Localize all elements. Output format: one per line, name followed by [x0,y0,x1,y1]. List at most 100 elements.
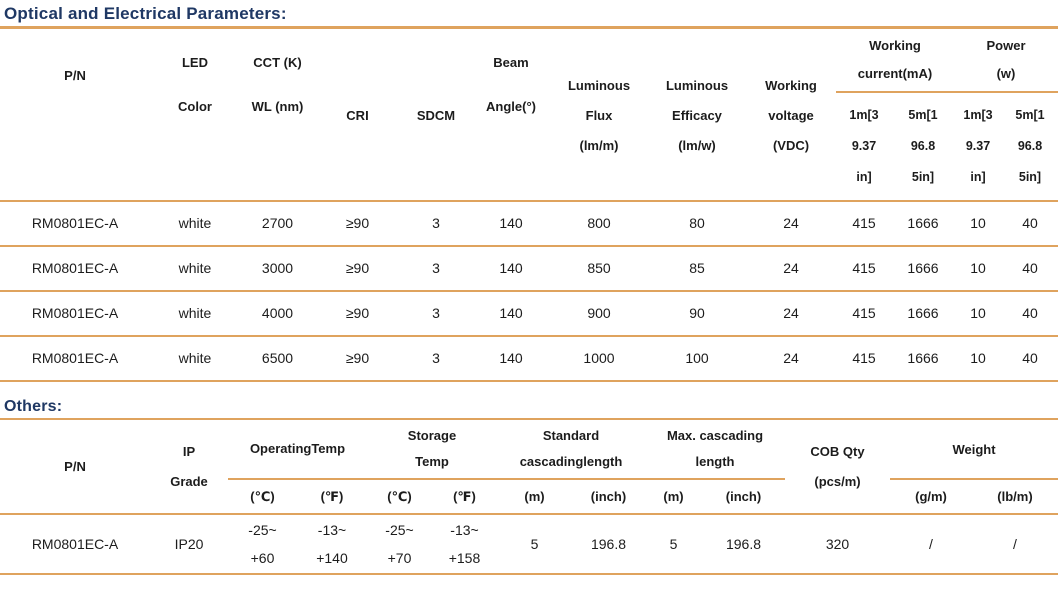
cell-power-1m: 10 [970,350,986,366]
divider-rule [0,418,1058,420]
header-pn: P/N [64,68,86,83]
cell-working-voltage: 24 [783,305,799,321]
cell-current-5m: 1666 [907,260,939,276]
cell-pn: RM0801EC-A [31,350,119,366]
header-current-5m: 5m[1 96.8 5in] [908,108,938,184]
header-operating-f: (℉) [320,488,344,504]
header-working-current: Working current(mA) [836,29,954,93]
header-max-cascading-length: Max. cascading length [666,428,764,469]
cell-luminous-flux: 850 [587,260,611,276]
header-cri: CRI [346,108,369,123]
cell-cct: 6500 [261,350,294,366]
header-group-power: Power (w) 1m[3 9.37 in] 5m[1 96.8 5in] [954,29,1058,200]
header-current-1m: 1m[3 9.37 in] [849,108,879,184]
cell-pn: RM0801EC-A [31,536,119,552]
cell-working-voltage: 24 [783,215,799,231]
cell-luminous-efficacy: 90 [689,305,705,321]
header-group-weight: Weight (g/m) (lb/m) [890,420,1058,513]
header-power-1m: 1m[3 9.37 in] [963,108,993,184]
cell-led-color: white [178,350,212,366]
header-standard-inch: (inch) [590,489,627,504]
cell-beam-angle: 140 [499,305,523,321]
cell-pn: RM0801EC-A [31,260,119,276]
cell-power-1m: 10 [970,215,986,231]
cell-power-5m: 40 [1022,260,1038,276]
cell-cct: 3000 [261,260,294,276]
header-luminous-flux: Luminous Flux (lm/m) [567,78,631,153]
cell-sdcm: 3 [432,305,440,321]
cell-luminous-efficacy: 80 [689,215,705,231]
cell-operating-c: -25~ +60 [248,522,277,566]
cell-beam-angle: 140 [499,350,523,366]
header-weight: Weight [890,420,1058,480]
cell-power-1m: 10 [970,305,986,321]
cell-power-5m: 40 [1022,305,1038,321]
cell-current-1m: 415 [852,350,876,366]
cell-cri: ≥90 [345,305,370,321]
cell-pn: RM0801EC-A [31,305,119,321]
table-row: RM0801EC-A white 4000 ≥90 3 140 900 90 2… [0,292,1058,337]
header-beam-angle: Beam Angle(°) [486,55,536,114]
cell-led-color: white [178,215,212,231]
cell-beam-angle: 140 [499,260,523,276]
cell-sdcm: 3 [432,260,440,276]
header-pn: P/N [64,458,86,474]
cell-luminous-flux: 900 [587,305,611,321]
header-working-voltage: Working voltage (VDC) [765,78,817,153]
cell-working-voltage: 24 [783,260,799,276]
cell-sdcm: 3 [432,215,440,231]
header-weight-lbm: (lb/m) [997,489,1033,504]
cell-max-m: 5 [669,536,678,552]
cell-max-inch: 196.8 [725,536,762,552]
cell-led-color: white [178,260,212,276]
cell-cct: 2700 [261,215,294,231]
cell-standard-m: 5 [530,536,539,552]
others-table-header: P/N IP Grade OperatingTemp Storage Temp … [0,420,1058,515]
others-table: P/N IP Grade OperatingTemp Storage Temp … [0,420,1058,575]
section-title-others: Others: [4,398,63,415]
cell-current-1m: 415 [852,305,876,321]
header-max-inch: (inch) [725,489,762,504]
header-storage-f: (℉) [453,488,476,504]
cell-luminous-flux: 1000 [583,350,615,366]
cell-luminous-flux: 800 [587,215,611,231]
header-weight-gm: (g/m) [915,489,947,504]
cell-cri: ≥90 [345,350,370,366]
cell-power-5m: 40 [1022,215,1038,231]
cell-led-color: white [178,305,212,321]
cell-beam-angle: 140 [499,215,523,231]
cell-cob-qty: 320 [825,536,850,552]
header-power: Power (w) [954,29,1058,93]
cell-ip-grade: IP20 [174,536,204,552]
header-sdcm: SDCM [416,108,456,123]
header-power-5m: 5m[1 96.8 5in] [1015,108,1045,184]
cell-storage-f: -13~ +158 [448,522,481,566]
table-row: RM0801EC-A white 6500 ≥90 3 140 1000 100… [0,337,1058,382]
cell-working-voltage: 24 [783,350,799,366]
header-standard-cascading-length: Standard cascadinglength [519,428,623,469]
divider-rule [0,26,1058,29]
header-operating-c: (℃) [250,488,275,504]
cell-pn: RM0801EC-A [31,215,119,231]
cell-current-5m: 1666 [907,305,939,321]
cell-power-1m: 10 [970,260,986,276]
header-group-working-current: Working current(mA) 1m[3 9.37 in] 5m[1 9… [836,29,954,200]
cell-cct: 4000 [261,305,294,321]
optical-table: P/N LED Color CCT (K) WL (nm) CRI SDCM B… [0,29,1058,382]
optical-table-header: P/N LED Color CCT (K) WL (nm) CRI SDCM B… [0,29,1058,202]
section-title-optical: Optical and Electrical Parameters: [4,4,287,23]
header-luminous-efficacy: Luminous Efficacy (lm/w) [665,78,729,153]
header-led-color: LED Color [178,55,212,114]
cell-luminous-efficacy: 100 [685,350,709,366]
cell-weight-lbm: / [1013,536,1017,552]
table-row: RM0801EC-A white 3000 ≥90 3 140 850 85 2… [0,247,1058,292]
header-storage-c: (℃) [387,488,412,504]
others-section: Others: P/N IP Grade OperatingTemp Stora… [0,394,1058,575]
cell-weight-gm: / [929,536,933,552]
cell-current-1m: 415 [852,260,876,276]
header-max-m: (m) [663,489,684,504]
header-operating-temp: OperatingTemp [249,441,346,456]
cell-cri: ≥90 [345,215,370,231]
header-cob-qty: COB Qty (pcs/m) [810,443,865,489]
